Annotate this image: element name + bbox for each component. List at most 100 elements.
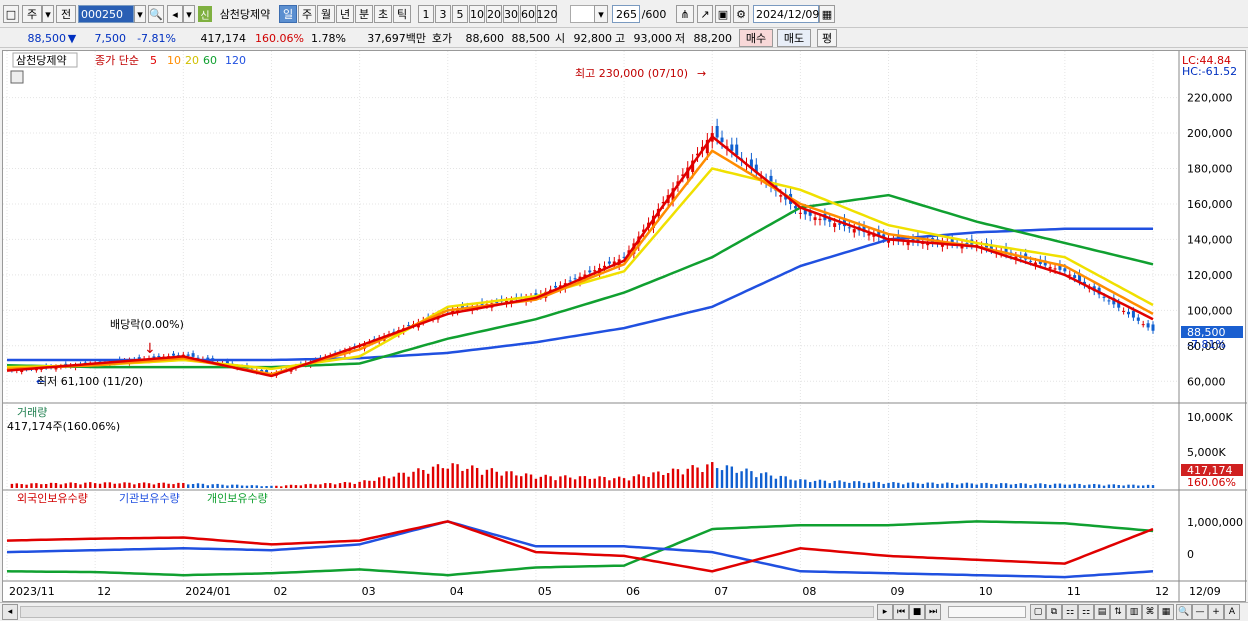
zoom-in-icon[interactable]: + xyxy=(1208,604,1224,620)
stock-code-input[interactable]: 000250 xyxy=(78,5,134,23)
tab-period-2[interactable]: 월 xyxy=(317,5,335,23)
tool-icon[interactable]: ⧉ xyxy=(1046,604,1062,620)
stop-icon[interactable]: ■ xyxy=(909,604,925,620)
stock-name: 삼천당제약 xyxy=(219,8,271,21)
draw-icon[interactable]: ↗ xyxy=(697,5,713,23)
tab-minute-30[interactable]: 30 xyxy=(503,5,519,23)
volume-bar xyxy=(1132,484,1135,488)
volume-bar xyxy=(98,483,102,488)
gear-icon[interactable]: ⚙ xyxy=(733,5,749,23)
volume-bar xyxy=(1078,483,1081,488)
volume-bar xyxy=(64,483,67,488)
volume-bar xyxy=(539,476,543,488)
first-icon[interactable]: ⏮ xyxy=(893,604,909,620)
volume-bar xyxy=(1083,485,1086,488)
save-icon[interactable]: ▣ xyxy=(715,5,731,23)
scroll-track[interactable] xyxy=(20,606,874,618)
sell-button[interactable]: 매도 xyxy=(777,29,811,47)
volume-bar xyxy=(740,471,743,488)
tab-period-0[interactable]: 일 xyxy=(279,5,297,23)
last-icon[interactable]: ⏭ xyxy=(925,604,941,620)
search-icon[interactable]: 🔍 xyxy=(148,5,164,23)
candle-body xyxy=(593,270,597,272)
x-axis-label: 12 xyxy=(97,585,111,598)
volume-bar xyxy=(951,482,954,488)
tab-minute-3[interactable]: 3 xyxy=(435,5,451,23)
period-dropdown-icon[interactable]: ▾ xyxy=(42,5,54,23)
tab-minute-10[interactable]: 10 xyxy=(469,5,485,23)
candle-body xyxy=(705,139,709,154)
code-dropdown-icon[interactable]: ▾ xyxy=(134,5,146,23)
zoom-slider[interactable] xyxy=(948,606,1026,618)
prev-button[interactable]: 전 xyxy=(56,5,76,23)
candle-body xyxy=(877,230,881,237)
volume-bar xyxy=(554,480,557,488)
volume-bar xyxy=(93,483,97,488)
scroll-right-icon[interactable]: ▸ xyxy=(877,604,893,620)
bottom-scrollbar: ◂ ▸ ⏮ ■ ⏭ ▢ ⧉ ⚏ ⚏ ▤ ⇅ ▥ ⌘ ▦ 🔍 — + A xyxy=(0,602,1248,621)
volume-bar xyxy=(603,476,606,488)
tab-minute-60[interactable]: 60 xyxy=(520,5,536,23)
calendar-icon[interactable]: ▦ xyxy=(819,5,835,23)
tab-minute-5[interactable]: 5 xyxy=(452,5,468,23)
volume-bar xyxy=(74,482,77,488)
volume-bar xyxy=(373,480,376,488)
tab-period-5[interactable]: 초 xyxy=(374,5,392,23)
date-input[interactable]: 2024/12/09 xyxy=(753,5,819,23)
tab-period-3[interactable]: 년 xyxy=(336,5,354,23)
table-icon xyxy=(10,70,24,84)
tool-icon[interactable]: ▢ xyxy=(1030,604,1046,620)
window-menu-icon[interactable]: □ xyxy=(3,5,19,23)
candle-body xyxy=(1102,296,1106,298)
candle-body xyxy=(573,278,577,280)
tab-period-6[interactable]: 틱 xyxy=(393,5,411,23)
volume-bar xyxy=(265,485,268,488)
volume-bar xyxy=(804,479,807,488)
tool-icon[interactable]: ▤ xyxy=(1094,604,1110,620)
candle-body xyxy=(1112,298,1116,305)
stock-chart[interactable]: 삼천당제약 종가 단순 5 10 20 60 120 최고 230,000 (0… xyxy=(2,50,1247,603)
tab-minute-120[interactable]: 120 xyxy=(537,5,558,23)
speaker-dropdown-icon[interactable]: ▾ xyxy=(183,5,195,23)
period-select[interactable]: 주 xyxy=(22,5,42,23)
tool-icon[interactable]: ⇅ xyxy=(1110,604,1126,620)
candle-body xyxy=(1053,268,1057,270)
minute-dropdown-icon[interactable]: ▾ xyxy=(594,5,608,23)
tab-minute-20[interactable]: 20 xyxy=(486,5,502,23)
volume-bar xyxy=(887,482,890,488)
zoom-out-icon[interactable]: — xyxy=(1192,604,1208,620)
count-input[interactable]: 265 xyxy=(612,5,640,23)
scroll-left-icon[interactable]: ◂ xyxy=(2,604,18,620)
volume-bar xyxy=(113,483,116,488)
volume-bar xyxy=(44,484,48,488)
font-size-icon[interactable]: A xyxy=(1224,604,1240,620)
zoom-search-icon[interactable]: 🔍 xyxy=(1176,604,1192,620)
candle-body xyxy=(451,309,455,313)
tool-icon[interactable]: ⚏ xyxy=(1078,604,1094,620)
volume-bar xyxy=(378,477,381,488)
candle-body xyxy=(1048,266,1052,269)
candle-body xyxy=(965,242,969,245)
volume-bar xyxy=(505,471,508,488)
buy-button[interactable]: 매수 xyxy=(739,29,773,47)
candle-body xyxy=(137,357,141,360)
tab-period-4[interactable]: 분 xyxy=(355,5,373,23)
tool-icon[interactable]: ⚏ xyxy=(1062,604,1078,620)
tool-icon[interactable]: ▥ xyxy=(1126,604,1142,620)
price-axis-label: 200,000 xyxy=(1187,127,1233,140)
legend-ma5: 5 xyxy=(150,54,157,67)
speaker-icon[interactable]: ◂ xyxy=(167,5,183,23)
volume-bar xyxy=(451,463,454,488)
tab-period-1[interactable]: 주 xyxy=(298,5,316,23)
eval-button[interactable]: 평 xyxy=(817,29,837,47)
tab-minute-1[interactable]: 1 xyxy=(418,5,434,23)
volume: 417,174 xyxy=(200,31,247,45)
tool-icon[interactable]: ⌘ xyxy=(1142,604,1158,620)
candle-body xyxy=(407,325,411,327)
legend-ma120: 120 xyxy=(225,54,246,67)
candle-body xyxy=(554,285,558,288)
chart-tools-icon[interactable]: ⋔ xyxy=(676,5,694,23)
tool-icon[interactable]: ▦ xyxy=(1158,604,1174,620)
volume-bar xyxy=(990,483,993,488)
volume-bar xyxy=(1014,483,1018,488)
